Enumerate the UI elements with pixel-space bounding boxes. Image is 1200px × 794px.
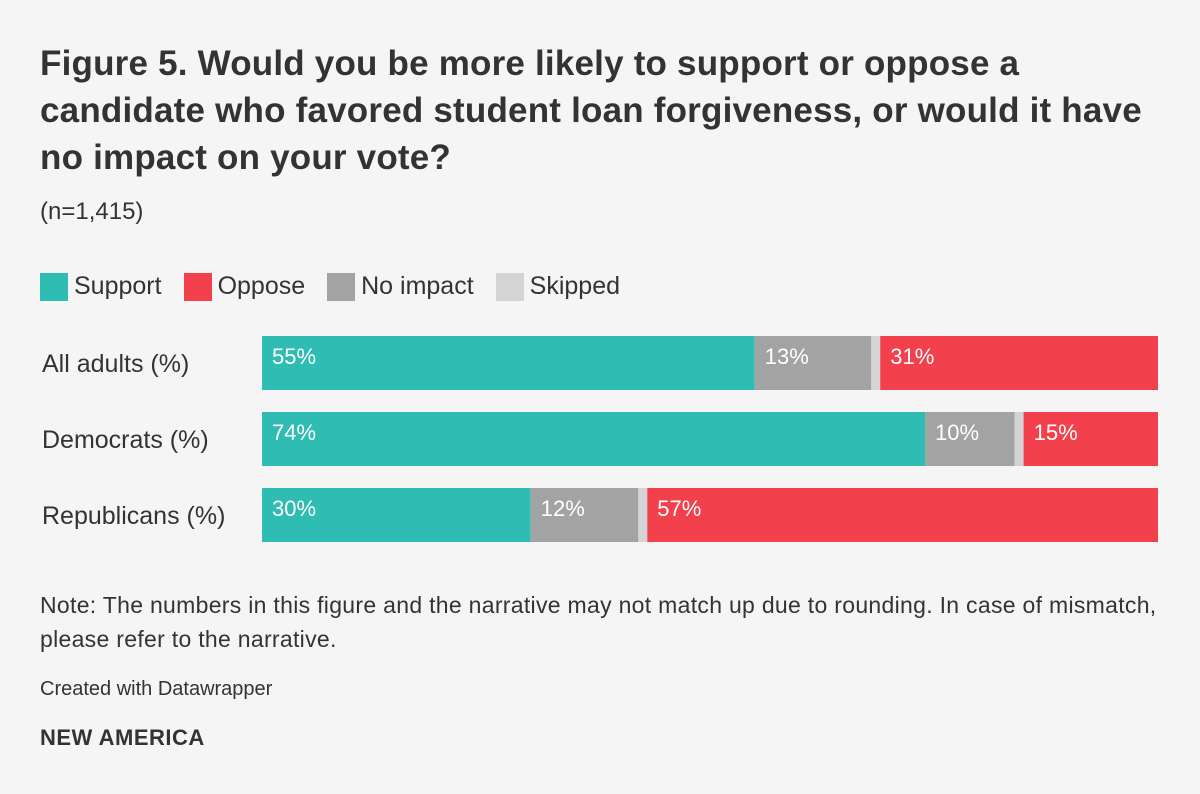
bar-oppose-all-adults xyxy=(880,336,1158,390)
data-label-support-republicans: 30% xyxy=(272,496,316,521)
category-label-republicans: Republicans (%) xyxy=(42,502,225,530)
stacked-bar-chart: All adults (%) 55% 13% 31% Democrats (%) 74% 1… xyxy=(42,336,1158,542)
bar-skipped-democrats xyxy=(1014,412,1024,466)
bar-no-impact-all-adults xyxy=(754,336,872,390)
chart-subtitle: (n=1,415) xyxy=(40,198,144,225)
category-label-all-adults: All adults (%) xyxy=(42,350,189,378)
category-label-democrats: Democrats (%) xyxy=(42,426,209,454)
data-label-no-impact-democrats: 10% xyxy=(935,420,979,445)
bar-support-all-adults xyxy=(262,336,755,390)
chart-credit: Created with Datawrapper xyxy=(40,678,273,700)
bar-support-democrats xyxy=(262,412,926,466)
legend-label-support: Support xyxy=(74,272,162,300)
data-label-no-impact-republicans: 12% xyxy=(541,496,585,521)
data-label-oppose-democrats: 15% xyxy=(1034,420,1078,445)
legend-swatch-no-impact xyxy=(327,272,356,301)
legend-swatch-oppose xyxy=(183,272,212,301)
legend-label-no-impact: No impact xyxy=(361,272,474,300)
bar-support-republicans xyxy=(262,488,531,542)
bar-no-impact-republicans xyxy=(530,488,639,542)
data-label-no-impact-all-adults: 13% xyxy=(765,344,809,369)
chart-note: Note: The numbers in this figure and the… xyxy=(40,592,1157,652)
data-label-support-democrats: 74% xyxy=(272,420,316,445)
legend-item-support: Support xyxy=(40,272,162,301)
legend-swatch-skipped xyxy=(495,272,524,301)
legend-label-oppose: Oppose xyxy=(217,272,306,300)
legend-label-skipped: Skipped xyxy=(529,272,621,300)
legend-swatch-support xyxy=(40,272,68,301)
bar-oppose-democrats xyxy=(1023,412,1158,466)
bar-oppose-republicans xyxy=(647,488,1158,542)
bar-skipped-republicans xyxy=(638,488,648,542)
bar-no-impact-democrats xyxy=(925,412,1015,466)
brand-name: NEW AMERICA xyxy=(40,725,205,750)
legend-item-oppose: Oppose xyxy=(183,272,306,301)
data-label-oppose-republicans: 57% xyxy=(657,496,701,521)
legend-item-skipped: Skipped xyxy=(495,272,621,301)
chart-title: Figure 5. Would you be more likely to su… xyxy=(40,44,1142,177)
chart-legend: Support Oppose No impact Skipped xyxy=(40,272,642,301)
legend-item-no-impact: No impact xyxy=(327,272,474,301)
bar-skipped-all-adults xyxy=(871,336,881,390)
data-label-support-all-adults: 55% xyxy=(272,344,316,369)
data-label-oppose-all-adults: 31% xyxy=(890,344,934,369)
